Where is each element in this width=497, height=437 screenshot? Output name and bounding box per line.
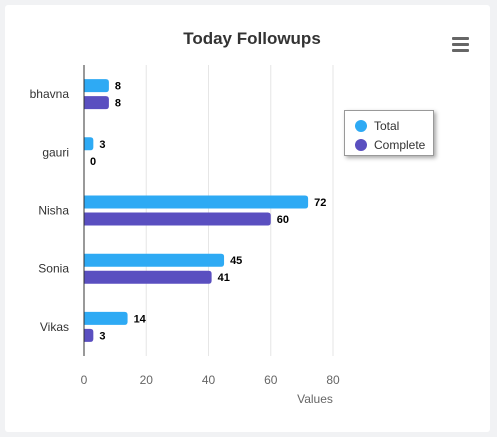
category-label: Sonia — [38, 262, 69, 276]
x-tick-label: 40 — [202, 373, 216, 387]
data-label: 60 — [277, 214, 289, 226]
legend-item-total[interactable]: Total — [355, 118, 399, 134]
legend-swatch-total — [355, 120, 367, 132]
bar-complete — [84, 212, 271, 226]
legend-label: Complete — [374, 138, 426, 152]
tick-labels: 0 20 40 60 80 — [81, 373, 340, 387]
bar-complete — [84, 328, 94, 342]
hamburger-menu-icon[interactable] — [447, 33, 469, 55]
bar-total — [84, 137, 94, 151]
bar-total — [84, 253, 225, 267]
x-tick-label: 60 — [264, 373, 278, 387]
legend-swatch-complete — [355, 139, 367, 151]
bar-total — [84, 79, 109, 93]
bars — [84, 79, 309, 342]
x-axis-title: Values — [297, 392, 333, 406]
x-tick-label: 80 — [326, 373, 340, 387]
bar-complete — [84, 96, 109, 110]
bar-total — [84, 311, 128, 325]
data-label: 8 — [115, 98, 121, 110]
bar-complete — [84, 270, 212, 284]
chart-legend: Total Complete — [344, 110, 434, 156]
category-label: bhavna — [30, 87, 70, 101]
data-label: 14 — [134, 313, 147, 325]
data-label: 0 — [90, 156, 96, 168]
chart-title: Today Followups — [183, 29, 321, 48]
category-label: gauri — [42, 145, 69, 159]
x-tick-label: 20 — [140, 373, 154, 387]
x-tick-label: 0 — [81, 373, 88, 387]
category-label: Vikas — [40, 320, 69, 334]
data-label: 45 — [230, 255, 242, 267]
gridlines — [145, 65, 334, 356]
data-label: 41 — [218, 272, 230, 284]
data-label: 3 — [99, 330, 105, 342]
bar-total — [84, 195, 309, 209]
data-label: 3 — [99, 139, 105, 151]
legend-label: Total — [374, 119, 400, 133]
data-label: 8 — [115, 81, 121, 93]
data-label: 72 — [314, 197, 326, 209]
category-labels: bhavna gauri Nisha Sonia Vikas — [30, 87, 70, 334]
legend-item-complete[interactable]: Complete — [355, 137, 425, 153]
category-label: Nisha — [38, 204, 69, 218]
